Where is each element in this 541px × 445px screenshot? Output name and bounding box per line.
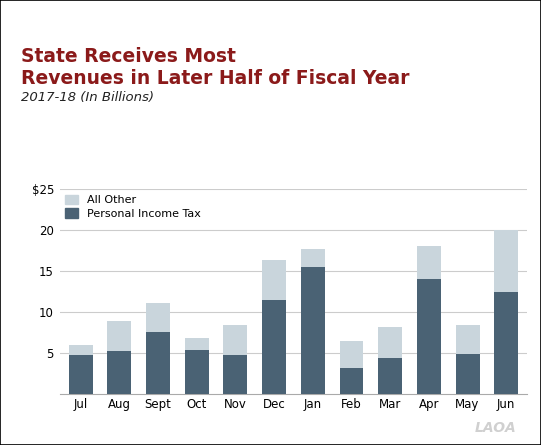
Bar xyxy=(262,299,286,394)
Bar xyxy=(69,355,93,394)
Text: Figure 2: Figure 2 xyxy=(17,16,80,29)
Bar xyxy=(185,350,209,394)
Text: 2017-18 (In Billions): 2017-18 (In Billions) xyxy=(21,91,154,104)
Text: Revenues in Later Half of Fiscal Year: Revenues in Later Half of Fiscal Year xyxy=(21,69,409,88)
Bar xyxy=(301,267,325,394)
Bar xyxy=(456,325,479,354)
Bar xyxy=(378,327,402,358)
Bar xyxy=(223,356,247,394)
Bar xyxy=(146,303,170,332)
Text: State Receives Most: State Receives Most xyxy=(21,47,235,66)
Bar xyxy=(417,246,441,279)
Bar xyxy=(494,292,518,394)
Bar xyxy=(340,340,364,368)
Bar xyxy=(262,260,286,299)
Bar xyxy=(185,338,209,350)
Bar xyxy=(146,332,170,394)
Bar xyxy=(223,325,247,356)
Bar xyxy=(108,351,131,394)
Bar xyxy=(69,345,93,355)
Text: LAOA: LAOA xyxy=(475,421,517,435)
Bar xyxy=(456,354,479,394)
Bar xyxy=(378,358,402,394)
Legend: All Other, Personal Income Tax: All Other, Personal Income Tax xyxy=(65,194,201,219)
Bar xyxy=(417,279,441,394)
Bar xyxy=(340,368,364,394)
Bar xyxy=(301,249,325,267)
Bar xyxy=(108,321,131,351)
Bar xyxy=(494,230,518,292)
